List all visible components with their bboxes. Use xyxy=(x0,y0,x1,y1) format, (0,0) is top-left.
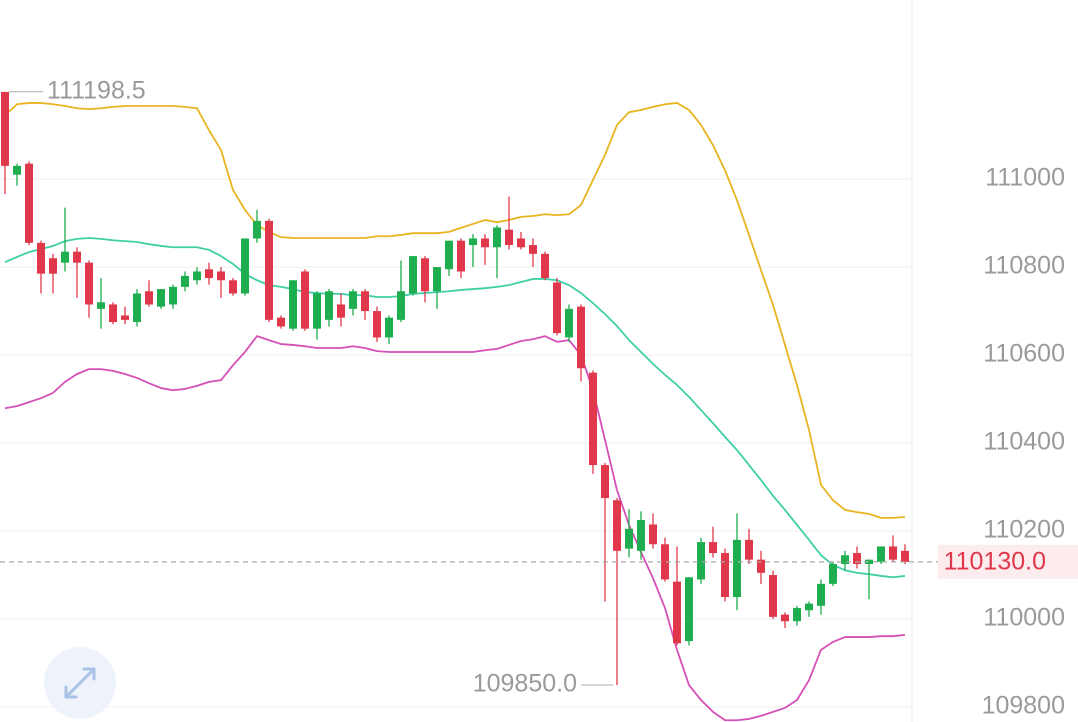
candle-body xyxy=(277,317,285,327)
boll-line xyxy=(4,335,906,722)
y-tick-label: 110000 xyxy=(983,604,1065,632)
candle-body xyxy=(793,608,801,622)
candle-body xyxy=(589,372,597,466)
candle-body xyxy=(97,302,105,309)
candle-body xyxy=(481,238,489,248)
y-tick-label: 110200 xyxy=(983,516,1065,544)
candle-body xyxy=(541,253,549,279)
candle-body xyxy=(193,271,201,281)
candle-body xyxy=(265,220,273,320)
candle-body xyxy=(505,229,513,246)
candle-body xyxy=(901,550,909,562)
candle-body xyxy=(817,583,825,606)
candle-body xyxy=(157,289,165,307)
candle-body xyxy=(625,528,633,549)
candle-body xyxy=(361,291,369,312)
candle-body xyxy=(61,251,69,263)
candle-body xyxy=(565,308,573,338)
candle-body xyxy=(553,282,561,334)
y-tick-label: 110800 xyxy=(983,252,1065,280)
candle-body xyxy=(421,258,429,292)
candle-body xyxy=(385,317,393,338)
max-marker-label: 111198.5 xyxy=(47,76,146,104)
candle-body xyxy=(769,575,777,617)
candle-body xyxy=(877,546,885,562)
candle-body xyxy=(217,271,225,281)
candle-body xyxy=(25,163,33,243)
candle-body xyxy=(301,271,309,329)
candle-body xyxy=(457,240,465,272)
candle-body xyxy=(121,315,129,320)
candle-body xyxy=(289,280,297,329)
candle-body xyxy=(601,465,609,499)
candle-body xyxy=(517,238,525,248)
candle-body xyxy=(889,546,897,560)
candle-body xyxy=(649,524,657,545)
candle-body xyxy=(577,306,585,369)
boll-lines xyxy=(4,102,906,722)
candle-body xyxy=(253,220,261,239)
candle-body xyxy=(205,269,213,279)
candle-body xyxy=(145,291,153,305)
candle-body xyxy=(133,293,141,323)
labels: 109800 110000 110200 110400 110600 110800 1110… xyxy=(0,76,1078,720)
candle-body xyxy=(445,240,453,270)
candle-body xyxy=(685,577,693,642)
candle-body xyxy=(1,91,9,166)
candle-body xyxy=(241,238,249,294)
candle-body xyxy=(349,291,357,309)
candle-body xyxy=(85,262,93,305)
candle-body xyxy=(73,251,81,263)
candle-body xyxy=(109,304,117,323)
candle-body xyxy=(397,291,405,320)
candle-body xyxy=(865,559,873,565)
expand-button[interactable] xyxy=(44,647,116,719)
candle-body xyxy=(853,553,861,565)
candle-body xyxy=(745,539,753,560)
candle-body xyxy=(493,227,501,248)
grid xyxy=(0,178,912,708)
candle-body xyxy=(337,304,345,318)
candle-body xyxy=(637,520,645,551)
candle-body xyxy=(721,553,729,598)
boll-line xyxy=(4,237,906,579)
candle-body xyxy=(181,275,189,287)
candle-body xyxy=(613,500,621,551)
y-tick-label: 110600 xyxy=(983,340,1065,368)
candle-body xyxy=(661,544,669,580)
candle-body xyxy=(229,280,237,294)
candle-body xyxy=(373,311,381,338)
y-tick-label: 110400 xyxy=(983,428,1065,456)
candle-body xyxy=(829,564,837,584)
boll-line xyxy=(4,102,906,519)
candle-body xyxy=(529,245,537,254)
candle-body xyxy=(673,581,681,644)
candle-body xyxy=(781,614,789,622)
candle-body xyxy=(409,256,417,294)
candle-body xyxy=(805,603,813,611)
last-price-label: 110130.0 xyxy=(944,547,1046,575)
candle-body xyxy=(469,238,477,246)
candle-body xyxy=(169,286,177,305)
candle-body xyxy=(697,542,705,580)
candle-body xyxy=(313,293,321,329)
candle-body xyxy=(709,542,717,554)
candle-body xyxy=(433,267,441,292)
candle-body xyxy=(325,291,333,320)
candle-body xyxy=(733,539,741,598)
candle-body xyxy=(49,258,57,274)
candles xyxy=(1,91,909,686)
y-tick-label: 109800 xyxy=(982,692,1065,720)
last-price-box xyxy=(938,544,1078,579)
min-marker-label: 109850.0 xyxy=(473,670,577,698)
candle-body xyxy=(37,242,45,274)
candle-body xyxy=(841,555,849,565)
y-tick-label: 111000 xyxy=(985,164,1065,192)
candle-body xyxy=(13,165,21,175)
candle-body xyxy=(757,559,765,573)
